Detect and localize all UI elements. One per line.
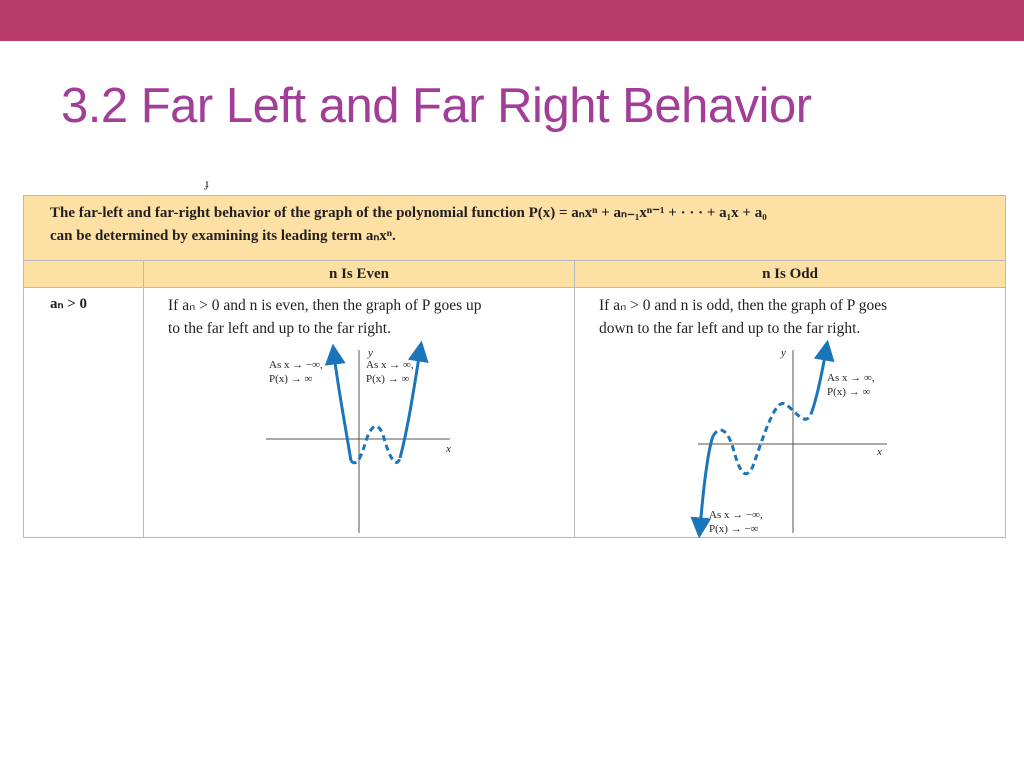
odd-left-label-2: P(x) → −∞	[709, 523, 759, 535]
cropped-text-fragment: ɟ	[205, 176, 209, 190]
odd-desc-line-2: down to the far left and up to the far r…	[599, 320, 861, 337]
odd-right-label-2: P(x) → ∞	[827, 386, 870, 398]
header-blank-cell	[23, 260, 144, 288]
even-case-cell: If aₙ > 0 and n is even, then the graph …	[143, 287, 575, 538]
y-axis-label: y	[367, 347, 373, 359]
odd-curve	[711, 402, 813, 476]
y-axis-label: y	[780, 347, 786, 359]
odd-case-cell: If aₙ > 0 and n is odd, then the graph o…	[573, 287, 1007, 539]
row-condition-label: aₙ > 0	[23, 287, 144, 538]
behavior-table: The far-left and far-right behavior of t…	[22, 195, 1007, 539]
even-right-label-1: As x → ∞,	[366, 359, 414, 371]
odd-left-label-1: As x → −∞,	[709, 509, 763, 521]
positive-leading-coefficient-row: aₙ > 0 If aₙ > 0 and n is even, then the…	[23, 287, 1007, 539]
odd-degree-graph: y x As x → ∞, P(x) → ∞ As x → −∞, P(x) →…	[690, 339, 887, 539]
header-row: n Is Even n Is Odd	[23, 260, 1007, 288]
right-end-arrow	[398, 340, 429, 459]
even-degree-graph: y x As x → −∞, P(x) → ∞ As x → ∞, P(x) →…	[266, 340, 451, 533]
odd-case-description: If aₙ > 0 and n is odd, then the graph o…	[599, 294, 887, 340]
even-desc-line-1: If aₙ > 0 and n is even, then the graph …	[168, 297, 482, 314]
left-end-arrow	[690, 435, 715, 539]
left-end-arrow	[324, 343, 353, 462]
even-curve	[349, 424, 402, 465]
right-end-arrow	[809, 339, 835, 415]
top-accent-bar	[0, 0, 1024, 41]
intro-line-1: The far-left and far-right behavior of t…	[50, 205, 767, 221]
x-axis-label: x	[445, 443, 451, 455]
intro-row: The far-left and far-right behavior of t…	[22, 195, 1007, 261]
intro-line-2: can be determined by examining its leadi…	[50, 228, 396, 244]
even-case-description: If aₙ > 0 and n is even, then the graph …	[168, 294, 482, 340]
odd-desc-line-1: If aₙ > 0 and n is odd, then the graph o…	[599, 297, 888, 314]
slide-title: 3.2 Far Left and Far Right Behavior	[61, 79, 812, 133]
even-right-label-2: P(x) → ∞	[366, 373, 409, 385]
column-header-odd: n Is Odd	[573, 260, 1007, 288]
odd-right-label-1: As x → ∞,	[827, 372, 875, 384]
x-axis-label: x	[876, 446, 882, 458]
intro-cell: The far-left and far-right behavior of t…	[22, 195, 1007, 261]
even-left-label-1: As x → −∞,	[269, 359, 323, 371]
even-left-label-2: P(x) → ∞	[269, 373, 312, 385]
even-desc-line-2: to the far left and up to the far right.	[168, 320, 391, 337]
column-header-even: n Is Even	[143, 260, 575, 288]
